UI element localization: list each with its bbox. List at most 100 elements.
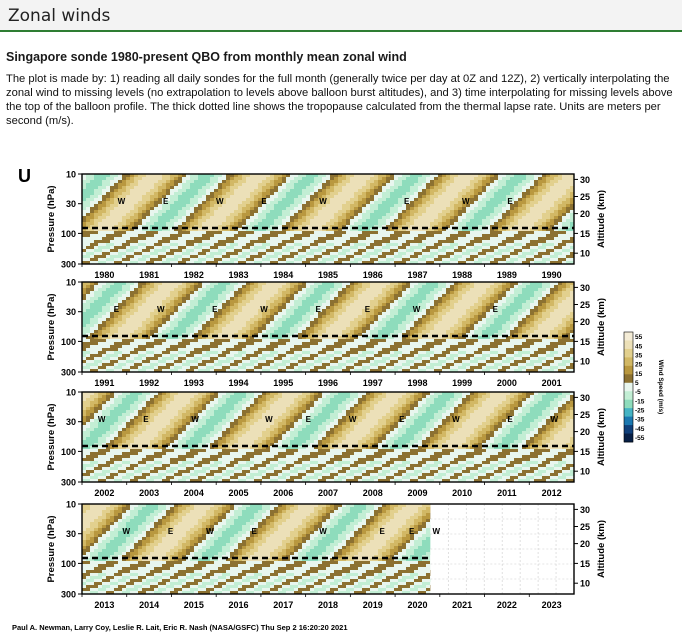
regime-label: E <box>507 415 513 424</box>
y-axis-label-pressure: Pressure (hPa) <box>46 293 57 360</box>
colorbar-swatch <box>624 383 633 392</box>
year-tick-label: 2012 <box>542 488 562 498</box>
chart-credit: Paul A. Newman, Larry Coy, Leslie R. Lai… <box>12 623 348 632</box>
colorbar-swatch <box>624 332 633 341</box>
colorbar-swatch <box>624 357 633 366</box>
year-tick-label: 2002 <box>94 488 114 498</box>
year-tick-label: 2011 <box>497 488 517 498</box>
altitude-tick-label: 20 <box>580 427 590 437</box>
regime-label: E <box>252 527 258 536</box>
altitude-tick-label: 30 <box>580 505 590 515</box>
colorbar-swatch <box>624 374 633 383</box>
regime-label: W <box>216 197 224 206</box>
year-tick-label: 2007 <box>318 488 338 498</box>
year-tick-label: 2021 <box>452 600 472 610</box>
year-tick-label: 2014 <box>139 600 159 610</box>
year-tick-label: 2010 <box>452 488 472 498</box>
y-axis-label-pressure: Pressure (hPa) <box>46 185 57 252</box>
year-tick-label: 2001 <box>542 378 562 388</box>
section-title: Zonal winds <box>8 6 110 26</box>
year-tick-label: 1991 <box>94 378 114 388</box>
year-tick-label: 1980 <box>94 270 114 280</box>
year-tick-label: 1996 <box>318 378 338 388</box>
regime-label: E <box>315 305 321 314</box>
y-axis-label-pressure: Pressure (hPa) <box>46 403 57 470</box>
regime-label: E <box>404 197 410 206</box>
regime-label: W <box>452 415 460 424</box>
colorbar-swatch <box>624 434 633 443</box>
altitude-tick-label: 20 <box>580 539 590 549</box>
colorbar-swatch <box>624 391 633 400</box>
year-tick-label: 2023 <box>542 600 562 610</box>
regime-label: W <box>206 527 214 536</box>
year-tick-label: 1989 <box>497 270 517 280</box>
colorbar-tick-label: 5 <box>635 380 639 387</box>
colorbar-tick-label: -25 <box>635 407 645 414</box>
altitude-tick-label: 30 <box>580 393 590 403</box>
regime-label: E <box>143 415 149 424</box>
pressure-tick-label: 30 <box>66 417 76 427</box>
year-tick-label: 1984 <box>273 270 293 280</box>
regime-label: E <box>507 197 513 206</box>
regime-label: E <box>365 305 371 314</box>
colorbar-tick-label: -45 <box>635 426 645 433</box>
altitude-tick-label: 25 <box>580 192 590 202</box>
year-tick-label: 1997 <box>363 378 383 388</box>
altitude-tick-label: 10 <box>580 467 590 477</box>
year-tick-label: 1999 <box>452 378 472 388</box>
regime-label: W <box>122 527 130 536</box>
year-tick-label: 1990 <box>542 270 562 280</box>
regime-label: E <box>212 305 218 314</box>
year-tick-label: 2005 <box>229 488 249 498</box>
regime-label: W <box>191 415 199 424</box>
pressure-tick-label: 100 <box>61 447 76 457</box>
regime-label: E <box>399 415 405 424</box>
colorbar-tick-label: -5 <box>635 389 641 396</box>
y-axis-label-pressure: Pressure (hPa) <box>46 515 57 582</box>
pressure-tick-label: 10 <box>66 388 76 398</box>
altitude-tick-label: 15 <box>580 559 590 569</box>
colorbar-tick-label: -55 <box>635 435 645 442</box>
colorbar-tick-label: -35 <box>635 417 645 424</box>
year-tick-label: 2020 <box>407 600 427 610</box>
regime-label: W <box>118 197 126 206</box>
regime-label: W <box>349 415 357 424</box>
year-tick-label: 2015 <box>184 600 204 610</box>
altitude-tick-label: 30 <box>580 175 590 185</box>
section-header: Zonal winds <box>0 0 682 32</box>
year-tick-label: 1988 <box>452 270 472 280</box>
altitude-tick-label: 20 <box>580 317 590 327</box>
y-axis-label-altitude: Altitude (km) <box>596 408 607 466</box>
regime-label: W <box>432 527 440 536</box>
colorbar-swatch <box>624 417 633 426</box>
year-tick-label: 2022 <box>497 600 517 610</box>
pressure-tick-label: 100 <box>61 559 76 569</box>
regime-label: E <box>163 197 169 206</box>
colorbar-label: Wind Speed (m/s) <box>657 360 664 414</box>
altitude-tick-label: 25 <box>580 522 590 532</box>
regime-label: E <box>168 527 174 536</box>
wind-field <box>82 282 575 373</box>
year-tick-label: 2003 <box>139 488 159 498</box>
pressure-tick-label: 100 <box>61 337 76 347</box>
year-tick-label: 2018 <box>318 600 338 610</box>
year-tick-label: 1986 <box>363 270 383 280</box>
chart-subtitle: Singapore sonde 1980-present QBO from mo… <box>6 50 407 64</box>
colorbar-swatch <box>624 340 633 349</box>
altitude-tick-label: 15 <box>580 447 590 457</box>
pressure-tick-label: 300 <box>61 590 76 600</box>
year-tick-label: 1992 <box>139 378 159 388</box>
altitude-tick-label: 15 <box>580 337 590 347</box>
year-tick-label: 2009 <box>407 488 427 498</box>
year-tick-label: 2013 <box>94 600 114 610</box>
pressure-tick-label: 10 <box>66 278 76 288</box>
regime-label: E <box>409 527 415 536</box>
y-axis-label-altitude: Altitude (km) <box>596 298 607 356</box>
y-axis-label-altitude: Altitude (km) <box>596 190 607 248</box>
colorbar-tick-label: -15 <box>635 398 645 405</box>
year-tick-label: 2008 <box>363 488 383 498</box>
altitude-tick-label: 10 <box>580 579 590 589</box>
